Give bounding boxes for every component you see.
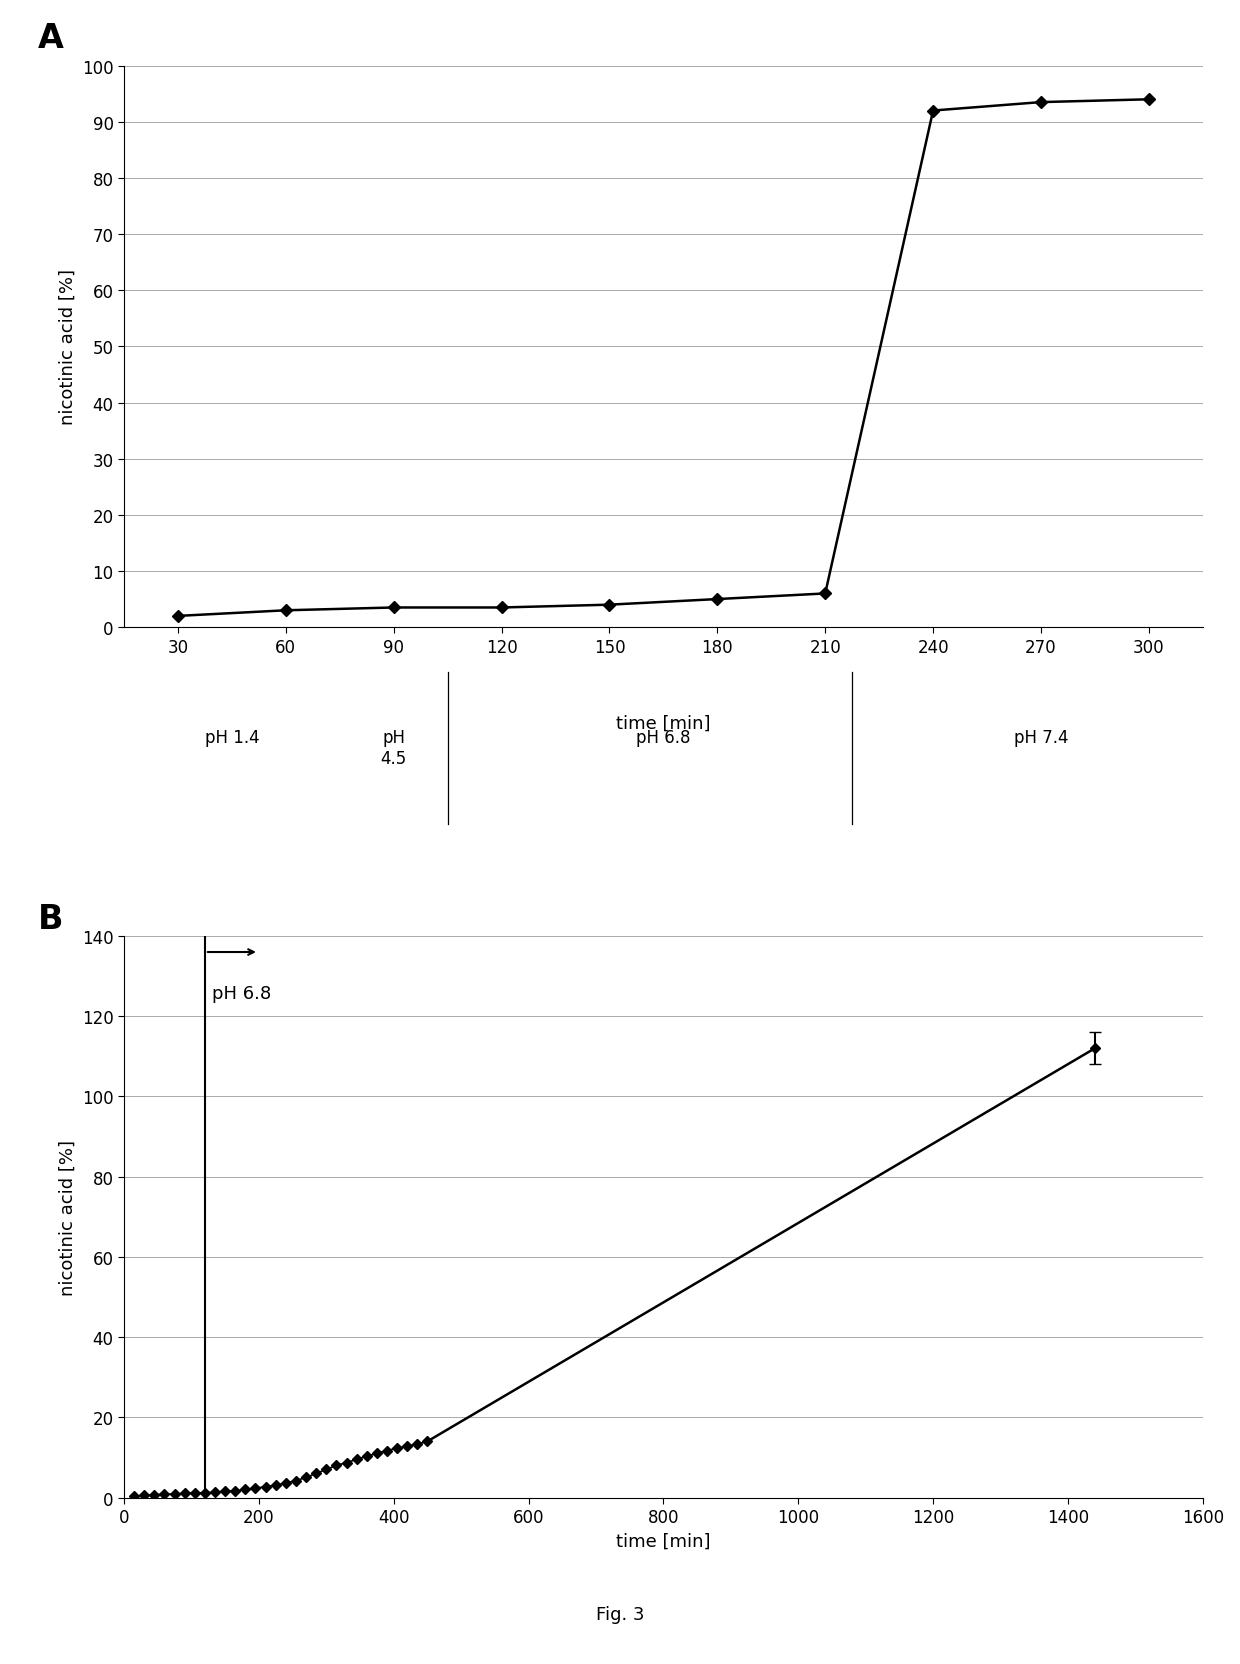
X-axis label: time [min]: time [min] [616,1531,711,1549]
Text: pH
4.5: pH 4.5 [381,729,407,767]
Text: A: A [37,22,63,55]
Y-axis label: nicotinic acid [%]: nicotinic acid [%] [58,1140,77,1295]
X-axis label: time [min]: time [min] [616,714,711,732]
Text: Fig. 3: Fig. 3 [595,1606,645,1622]
Text: pH 6.8: pH 6.8 [636,729,691,747]
Y-axis label: nicotinic acid [%]: nicotinic acid [%] [58,270,77,424]
Text: pH 7.4: pH 7.4 [1014,729,1068,747]
Text: pH 6.8: pH 6.8 [212,985,270,1002]
Text: B: B [37,904,63,935]
Text: pH 1.4: pH 1.4 [205,729,259,747]
